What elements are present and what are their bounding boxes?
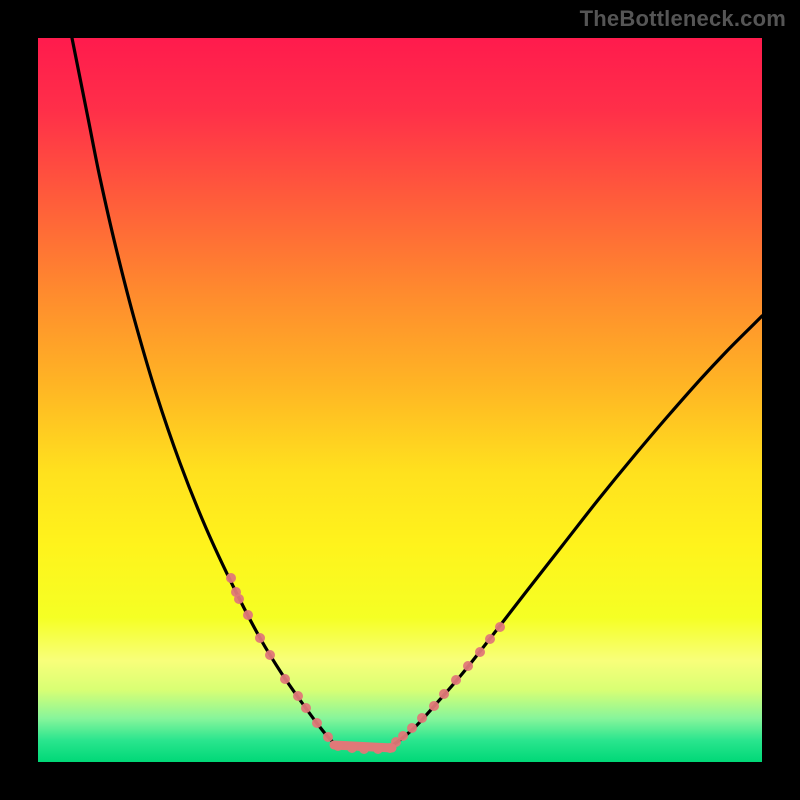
right-dots-point: [439, 689, 449, 699]
chart-frame: TheBottleneck.com: [0, 0, 800, 800]
bottom-dots-point: [347, 743, 357, 753]
left-dots-point: [280, 674, 290, 684]
right-dots-point: [407, 723, 417, 733]
right-dots-point: [475, 647, 485, 657]
right-dots-point: [417, 713, 427, 723]
bottom-dots-point: [333, 741, 343, 751]
chart-svg: [38, 38, 762, 762]
left-dots-point: [301, 703, 311, 713]
right-dots-point: [463, 661, 473, 671]
bottom-dots-point: [373, 744, 383, 754]
bottom-dots-point: [359, 744, 369, 754]
chart-background: [38, 38, 762, 762]
left-dots-point: [312, 718, 322, 728]
bottom-dots-point: [385, 743, 395, 753]
left-dots-point: [234, 594, 244, 604]
left-dots-point: [265, 650, 275, 660]
watermark-text: TheBottleneck.com: [580, 6, 786, 32]
chart-plot-area: [38, 38, 762, 762]
left-dots-point: [293, 691, 303, 701]
left-dots-point: [243, 610, 253, 620]
right-dots-point: [451, 675, 461, 685]
right-dots-point: [429, 701, 439, 711]
left-dots-point: [323, 732, 333, 742]
left-dots-point: [255, 633, 265, 643]
left-dots-point: [226, 573, 236, 583]
right-dots-point: [495, 622, 505, 632]
right-dots-point: [485, 634, 495, 644]
right-dots-point: [398, 731, 408, 741]
